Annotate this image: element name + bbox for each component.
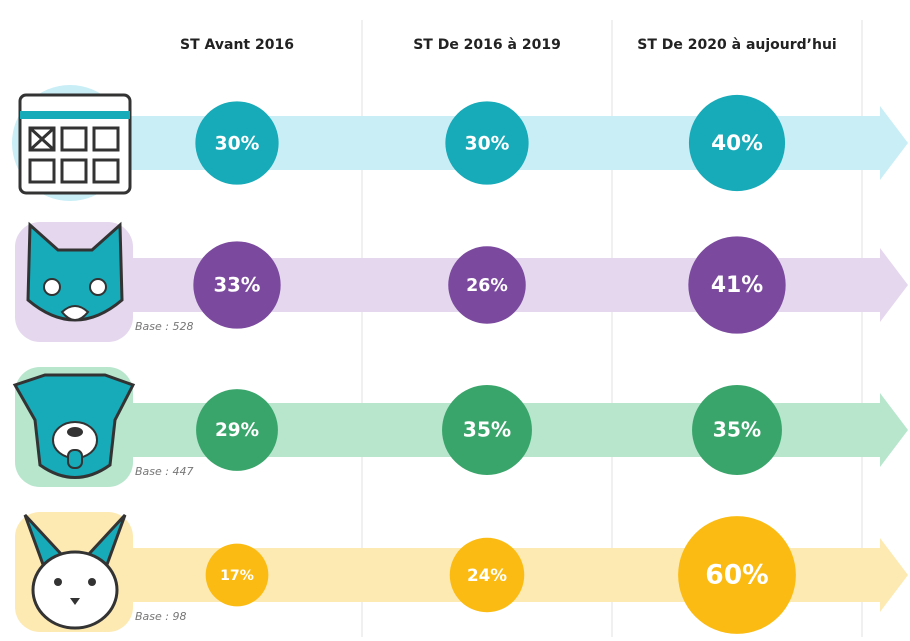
icons — [12, 85, 133, 632]
base-note: Base : 447 — [135, 465, 193, 478]
cat-icon — [15, 222, 133, 342]
value-label: 60% — [705, 560, 768, 591]
value-label: 35% — [713, 418, 761, 442]
value-label: 30% — [465, 134, 510, 155]
column-header: ST Avant 2016 — [180, 37, 294, 53]
value-label: 17% — [220, 568, 254, 584]
value-label: 26% — [466, 276, 508, 296]
value-label: 29% — [215, 420, 259, 441]
calendar-icon — [12, 85, 130, 201]
dog-icon — [15, 367, 133, 487]
column-header: ST De 2020 à aujourd’hui — [637, 37, 836, 53]
value-label: 24% — [467, 565, 507, 585]
value-label: 35% — [463, 418, 511, 442]
value-label: 30% — [215, 134, 260, 155]
value-label: 41% — [711, 273, 763, 298]
column-header: ST De 2016 à 2019 — [413, 37, 561, 53]
base-note: Base : 98 — [135, 610, 186, 623]
chart: ST Avant 2016 ST De 2016 à 2019 ST De 2020… — [0, 0, 910, 637]
value-label: 40% — [711, 131, 763, 156]
base-note: Base : 528 — [135, 320, 193, 333]
value-label: 33% — [214, 274, 261, 297]
rabbit-icon — [15, 512, 133, 632]
